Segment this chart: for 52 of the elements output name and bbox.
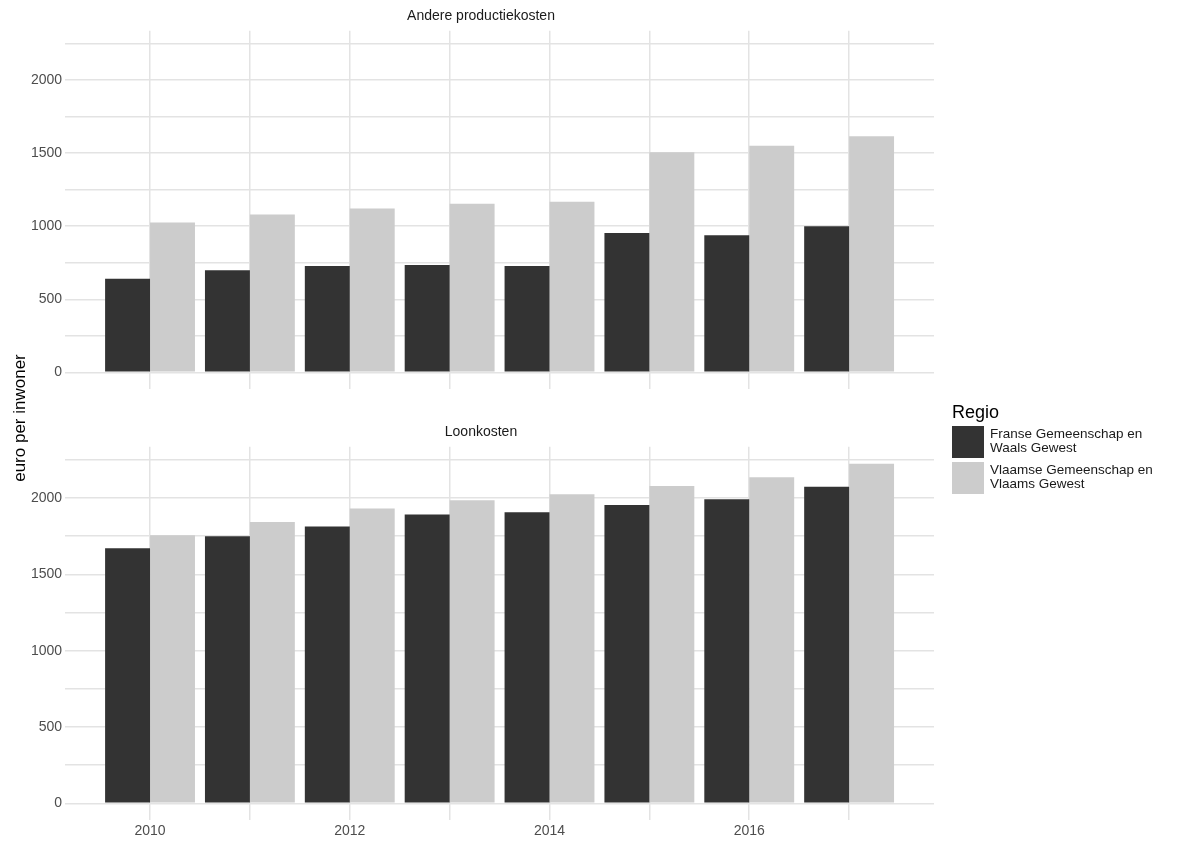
x-tick-label: 2010 (134, 822, 166, 839)
bar (150, 535, 195, 803)
y-tick-label: 1500 (30, 143, 63, 160)
bar (249, 214, 295, 372)
y-tick-label: 500 (38, 717, 63, 734)
bar (304, 266, 350, 372)
chart-title: Loonkosten (444, 423, 518, 440)
bar (804, 486, 850, 803)
legend-title: Regio (952, 401, 1000, 422)
bar (204, 270, 250, 372)
bar (249, 522, 295, 803)
y-axis-title: euro per inwoner (10, 353, 30, 484)
y-tick-label: 0 (54, 363, 63, 380)
chart-title: Andere productiekosten (407, 7, 555, 24)
bar (649, 486, 695, 803)
bar (504, 266, 550, 372)
bar (349, 508, 395, 803)
bar (549, 494, 595, 803)
bar (704, 499, 750, 803)
bar (749, 477, 795, 803)
legend-label: Vlaamse Gemeenschap en Vlaams Gewest (990, 462, 1153, 492)
bar (704, 235, 750, 372)
bar (404, 514, 450, 803)
bar (105, 548, 151, 803)
bar (449, 500, 495, 803)
bar (150, 222, 195, 372)
bar (804, 226, 850, 372)
bar (749, 145, 795, 372)
y-tick-label: 1000 (30, 217, 63, 234)
bar (204, 536, 250, 803)
y-tick-label: 1500 (30, 565, 63, 582)
x-tick-label: 2012 (334, 822, 366, 839)
bar (105, 278, 151, 372)
bar (349, 208, 395, 372)
y-tick-label: 2000 (30, 70, 63, 87)
bar (449, 203, 495, 372)
bar (504, 512, 550, 803)
x-tick-label: 2016 (733, 822, 766, 839)
bar (549, 201, 595, 372)
x-tick-label: 2014 (533, 822, 566, 839)
legend-label: Franse Gemeenschap en Waals Gewest (990, 426, 1143, 456)
y-tick-label: 500 (38, 290, 63, 307)
bar (404, 264, 450, 372)
y-tick-label: 0 (54, 794, 63, 811)
bar (304, 526, 350, 803)
bar (849, 136, 895, 372)
y-tick-label: 2000 (30, 488, 63, 505)
bar (849, 463, 895, 803)
bar (604, 233, 650, 372)
y-tick-label: 1000 (30, 641, 63, 658)
bar (649, 152, 695, 372)
bar (604, 505, 650, 803)
